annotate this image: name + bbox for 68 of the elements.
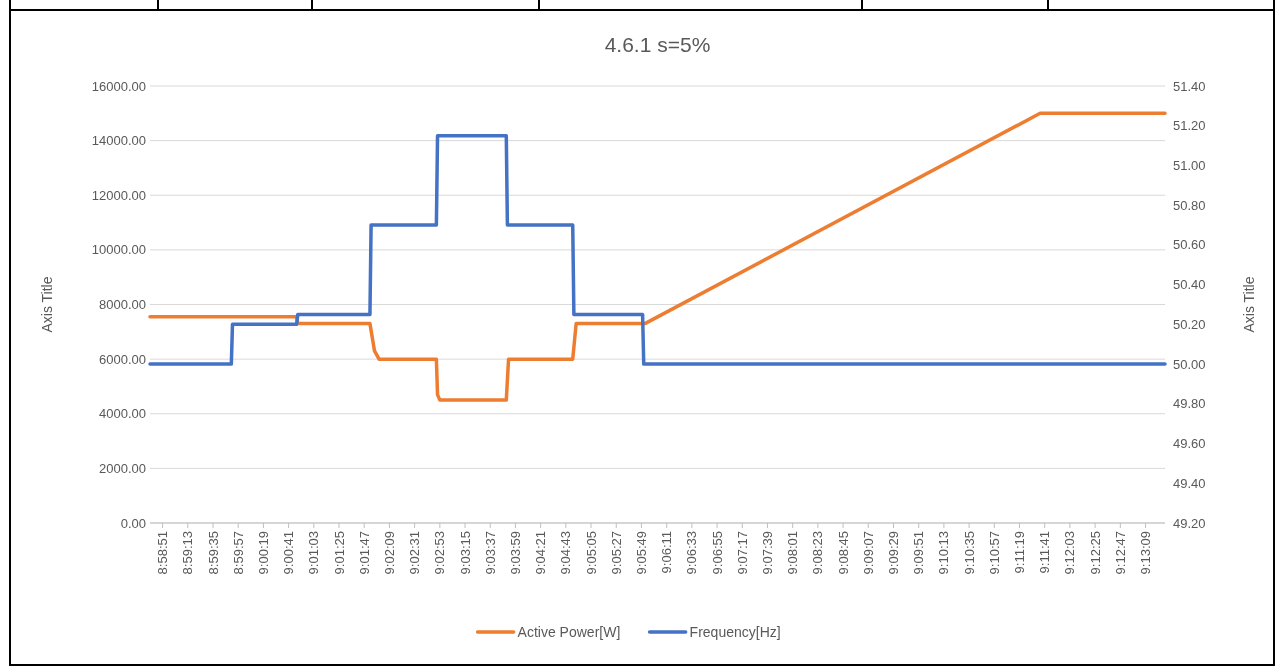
y-tick-label: 16000.00	[91, 78, 146, 94]
x-tick-label: 9:05:05	[583, 531, 599, 575]
x-tick-label: 9:02:09	[381, 531, 397, 575]
y2-tick-label: 50.60	[1173, 237, 1206, 253]
x-tick-label: 9:10:57	[986, 531, 1002, 575]
line-series	[148, 133, 1167, 366]
x-tick-label: 9:13:09	[1138, 531, 1154, 575]
x-tick-label: 9:12:03	[1062, 531, 1078, 575]
x-tick-label: 9:04:21	[533, 531, 549, 575]
y2-tick-label: 49.60	[1173, 436, 1206, 452]
x-tick-label: 9:06:11	[659, 531, 675, 574]
y2-tick-label: 50.80	[1173, 197, 1206, 213]
y2-tick-label: 50.40	[1173, 277, 1206, 293]
x-tick-label: 9:07:39	[759, 531, 775, 575]
x-tick-label: 9:09:29	[886, 531, 902, 575]
y-tick-label: 4000.00	[99, 406, 146, 422]
x-tick-label: 9:12:47	[1112, 531, 1128, 575]
x-tick-label: 9:11:19	[1012, 531, 1027, 574]
x-tick-label: 8:59:57	[230, 531, 246, 575]
x-tick-label: 9:05:27	[608, 531, 624, 575]
y2-tick-label: 51.40	[1173, 78, 1206, 94]
x-tick-label: 9:00:41	[281, 531, 297, 575]
x-tick-label: 9:00:19	[255, 531, 271, 575]
y-tick-label: 2000.00	[99, 460, 146, 476]
x-tick-label: 9:05:49	[633, 531, 649, 575]
x-tick-label: 8:58:51	[155, 531, 171, 575]
y2-tick-label: 51.20	[1173, 118, 1206, 134]
x-tick-label: 9:03:37	[482, 531, 498, 575]
y2-tick-label: 50.00	[1173, 356, 1206, 372]
x-tick-label: 9:09:51	[911, 531, 927, 575]
y-tick-label: 6000.00	[99, 351, 146, 367]
x-tick-label: 9:02:31	[407, 531, 423, 575]
y-axis-title: Axis Title	[39, 276, 55, 333]
x-tick-label: 9:10:13	[936, 531, 952, 575]
x-tick-label: 9:04:43	[558, 531, 574, 575]
x-tick-label: 9:06:55	[709, 531, 725, 575]
x-tick-label: 9:08:45	[835, 531, 851, 575]
y2-tick-label: 49.40	[1173, 475, 1206, 491]
x-tick-label: 9:01:03	[306, 531, 322, 575]
x-tick-label: 8:59:13	[180, 531, 196, 575]
x-tick-label: 9:11:41	[1037, 531, 1053, 574]
chart-title: 4.6.1 s=5%	[604, 33, 711, 56]
y-tick-label: 12000.00	[91, 187, 146, 203]
x-tick-label: 9:09:07	[860, 531, 876, 575]
y2-tick-label: 49.80	[1173, 396, 1206, 412]
y2-tick-label: 50.20	[1173, 316, 1206, 332]
x-tick-label: 9:08:23	[810, 531, 826, 575]
y-tick-label: 0.00	[120, 515, 146, 531]
x-tick-label: 9:02:53	[432, 531, 448, 575]
x-tick-label: 9:08:01	[785, 531, 801, 575]
x-tick-label: 9:10:35	[961, 531, 977, 575]
y-tick-label: 14000.00	[91, 133, 146, 149]
y2-tick-label: 51.00	[1173, 157, 1206, 173]
y2-axis-title: Axis Title	[1241, 276, 1257, 333]
x-tick-label: 9:01:25	[331, 531, 347, 575]
legend-label: Frequency[Hz]	[689, 624, 781, 640]
x-tick-label: 9:03:59	[507, 531, 523, 575]
y-tick-label: 10000.00	[91, 242, 146, 258]
y-tick-label: 8000.00	[99, 297, 146, 312]
x-tick-label: 9:01:47	[356, 531, 372, 575]
x-tick-label: 9:06:33	[684, 531, 700, 575]
x-tick-label: 9:12:25	[1087, 531, 1103, 575]
x-tick-label: 9:07:17	[734, 531, 750, 575]
x-tick-label: 9:03:15	[457, 531, 473, 575]
line-series	[148, 111, 1167, 402]
y2-tick-label: 49.20	[1173, 515, 1206, 531]
legend-label: Active Power[W]	[517, 624, 621, 640]
x-tick-label: 8:59:35	[205, 531, 221, 575]
